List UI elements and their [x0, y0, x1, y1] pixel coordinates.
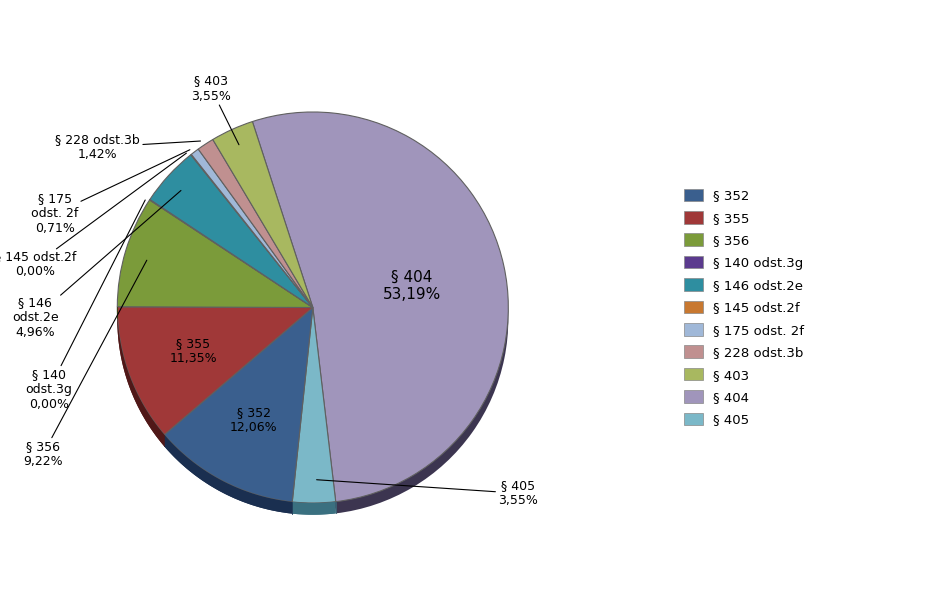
Wedge shape — [213, 133, 313, 319]
Wedge shape — [191, 161, 313, 319]
Polygon shape — [165, 435, 293, 514]
Wedge shape — [198, 140, 313, 308]
Wedge shape — [117, 212, 313, 319]
Text: § 405
3,55%: § 405 3,55% — [316, 479, 538, 507]
Wedge shape — [293, 319, 336, 515]
Text: § 140
odst.3g
0,00%: § 140 odst.3g 0,00% — [26, 200, 145, 411]
Text: § 228 odst.3b
1,42%: § 228 odst.3b 1,42% — [55, 133, 201, 161]
Wedge shape — [213, 122, 313, 308]
Wedge shape — [253, 112, 509, 502]
Text: § 403
3,55%: § 403 3,55% — [191, 74, 239, 145]
Polygon shape — [117, 307, 165, 446]
Text: § 404
53,19%: § 404 53,19% — [383, 269, 441, 302]
Wedge shape — [191, 154, 313, 308]
Wedge shape — [293, 308, 336, 503]
Wedge shape — [117, 200, 313, 308]
Text: § 355
11,35%: § 355 11,35% — [170, 338, 218, 365]
Wedge shape — [150, 211, 313, 319]
Text: § 145 odst.2f
0,00%: § 145 odst.2f 0,00% — [0, 153, 187, 279]
Wedge shape — [191, 166, 313, 319]
Text: § 356
9,22%: § 356 9,22% — [23, 260, 147, 468]
Text: § 175
odst. 2f
0,71%: § 175 odst. 2f 0,71% — [31, 149, 190, 235]
Wedge shape — [198, 151, 313, 319]
Wedge shape — [117, 307, 313, 435]
Wedge shape — [191, 149, 313, 308]
Text: § 352
12,06%: § 352 12,06% — [230, 406, 277, 434]
Wedge shape — [117, 319, 313, 446]
Text: § 146
odst.2e
4,96%: § 146 odst.2e 4,96% — [12, 191, 181, 339]
Wedge shape — [165, 308, 313, 502]
Wedge shape — [150, 155, 313, 308]
Wedge shape — [165, 319, 313, 514]
Legend: § 352, § 355, § 356, § 140 odst.3g, § 146 odst.2e, § 145 odst.2f, § 175 odst. 2f: § 352, § 355, § 356, § 140 odst.3g, § 14… — [679, 183, 810, 432]
Wedge shape — [150, 167, 313, 319]
Polygon shape — [293, 502, 336, 515]
Wedge shape — [150, 199, 313, 308]
Wedge shape — [253, 124, 509, 514]
